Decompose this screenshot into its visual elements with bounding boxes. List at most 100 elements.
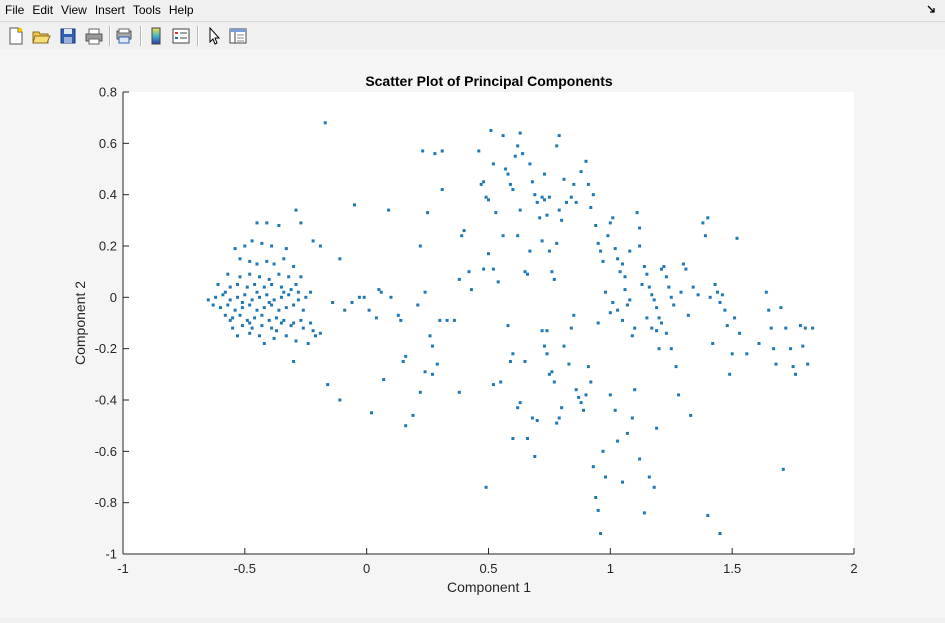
scatter-point <box>557 134 561 138</box>
dock-arrow-icon[interactable] <box>927 4 937 14</box>
legend-icon[interactable] <box>171 26 191 46</box>
menu-file[interactable]: File <box>5 3 25 17</box>
scatter-point <box>565 200 568 204</box>
scatter-point <box>526 272 529 276</box>
scatter-point <box>270 283 274 286</box>
scatter-point <box>596 321 600 325</box>
scatter-point <box>557 208 561 212</box>
menu-insert[interactable]: Insert <box>94 3 125 17</box>
scatter-point <box>667 285 671 289</box>
scatter-point <box>757 342 761 345</box>
scatter-point <box>638 244 642 248</box>
scatter-point <box>523 270 527 274</box>
scatter-point <box>245 285 249 289</box>
figure-area: -1 -0.5 0 0.5 1 1.5 2 0.8 0.6 0.4 0.2 0 -0.2 -0.4 -0.… <box>0 49 945 618</box>
scatter-point <box>311 239 315 243</box>
menu-help[interactable]: Help <box>168 3 194 17</box>
scatter-point <box>253 283 257 286</box>
scatter-point <box>267 318 271 322</box>
scatter-point <box>253 316 257 320</box>
scatter-point <box>460 234 464 238</box>
scatter-point <box>226 272 230 276</box>
scatter-point <box>584 393 588 397</box>
print-preview-icon[interactable] <box>114 26 134 46</box>
scatter-point <box>433 152 437 156</box>
save-icon[interactable] <box>58 26 78 46</box>
scatter-point <box>277 224 281 227</box>
scatter-point <box>533 455 537 458</box>
scatter-point <box>616 257 620 261</box>
scatter-point <box>638 226 642 230</box>
scatter-point <box>623 288 627 292</box>
scatter-point <box>545 352 549 356</box>
scatter-point <box>377 288 381 292</box>
scatter-point <box>567 362 571 366</box>
scatter-point <box>353 203 356 207</box>
scatter-point <box>604 290 607 294</box>
scatter-point <box>655 426 659 430</box>
scatter-point <box>421 149 425 153</box>
print-icon[interactable] <box>84 26 104 46</box>
menu-tools[interactable]: Tools <box>132 3 161 17</box>
scatter-point <box>645 316 649 320</box>
scatter-point <box>733 316 737 320</box>
scatter-point <box>550 270 554 274</box>
scatter-point <box>272 262 276 266</box>
scatter-point <box>706 216 710 220</box>
scatter-point <box>508 182 512 186</box>
scatter-point <box>725 324 729 328</box>
plot-area[interactable] <box>123 92 854 554</box>
y-tick-label: -0.2 <box>95 341 117 356</box>
scatter-point <box>484 195 488 199</box>
scatter-point <box>262 285 266 289</box>
scatter-point <box>599 532 603 535</box>
scatter-point <box>250 298 254 302</box>
scatter-point <box>806 362 810 366</box>
scatter-point <box>265 221 269 225</box>
property-inspector-icon[interactable] <box>228 26 248 46</box>
scatter-point <box>789 347 793 351</box>
menu-view[interactable]: View <box>61 3 87 17</box>
scatter-point <box>267 301 271 304</box>
scatter-point <box>479 182 483 186</box>
scatter-chart[interactable]: -1 -0.5 0 0.5 1 1.5 2 0.8 0.6 0.4 0.2 0 -0.2 -0.4 -0.… <box>0 49 945 618</box>
scatter-point <box>591 193 595 197</box>
scatter-point <box>767 308 771 312</box>
pointer-icon[interactable] <box>204 26 224 46</box>
menu-edit[interactable]: Edit <box>32 3 54 17</box>
scatter-point <box>292 265 296 268</box>
scatter-point <box>657 316 661 320</box>
new-figure-icon[interactable] <box>6 26 26 46</box>
scatter-point <box>255 308 259 312</box>
scatter-point <box>608 311 612 315</box>
scatter-point <box>674 365 678 369</box>
scatter-point <box>608 393 612 397</box>
y-tick-label: 0.8 <box>99 85 117 100</box>
scatter-point <box>457 390 461 394</box>
scatter-point <box>279 285 283 289</box>
scatter-point <box>282 257 286 261</box>
scatter-point <box>404 424 408 428</box>
scatter-point <box>228 298 232 302</box>
scatter-point <box>206 298 210 302</box>
chart-title: Scatter Plot of Principal Components <box>365 73 613 89</box>
scatter-point <box>223 313 227 317</box>
scatter-points <box>206 121 815 535</box>
scatter-point <box>294 208 298 212</box>
scatter-point <box>596 508 600 512</box>
scatter-point <box>579 170 583 174</box>
scatter-point <box>445 318 449 322</box>
scatter-point <box>428 334 432 338</box>
scatter-point <box>779 306 783 310</box>
menu-bar: File Edit View Insert Tools Help <box>0 0 945 20</box>
scatter-point <box>708 295 712 299</box>
scatter-point <box>613 247 617 251</box>
scatter-point <box>594 224 598 227</box>
colorbar-icon[interactable] <box>146 26 166 46</box>
open-file-icon[interactable] <box>31 26 51 46</box>
scatter-point <box>248 259 252 263</box>
scatter-point <box>482 267 486 271</box>
scatter-point <box>236 334 239 338</box>
scatter-point <box>608 221 612 225</box>
scatter-point <box>452 318 456 322</box>
